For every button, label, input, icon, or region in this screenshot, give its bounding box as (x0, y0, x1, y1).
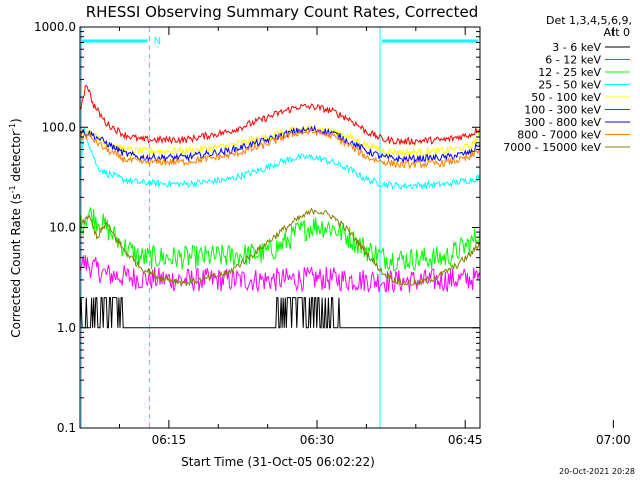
y-tick-label-3: 100.0 (42, 120, 76, 134)
legend-label-0: 3 - 6 keV (552, 41, 601, 54)
y-axis-label-part3: ) (9, 118, 23, 123)
y-axis-label-sup2: -1 (8, 123, 17, 131)
series-line-7 (79, 128, 481, 170)
x-tick-label-2: 06:45 (448, 433, 483, 447)
series-line-3 (79, 127, 481, 191)
y-axis-label: Corrected Count Rate (s-1 detector-1) (8, 118, 23, 337)
y-tick-label-2: 10.0 (49, 221, 76, 235)
y-axis-label-sup1: -1 (8, 185, 17, 193)
legend-label-8: 7000 - 15000 keV (503, 141, 601, 154)
legend-label-2: 12 - 25 keV (538, 66, 601, 79)
y-axis-label-part2: detector (9, 131, 23, 186)
x-tick-label-0: 06:15 (152, 433, 187, 447)
legend-label-5: 100 - 300 keV (524, 104, 601, 117)
series-line-2 (79, 207, 481, 272)
y-axis-label-part1: Corrected Count Rate (s (9, 193, 23, 337)
night-bar-label: N (154, 36, 161, 47)
y-tick-label-0: 0.1 (57, 421, 76, 435)
series-line-0 (79, 297, 480, 329)
plot-area: N (79, 26, 481, 429)
legend-label-1: 6 - 12 keV (545, 54, 601, 67)
series-layer (79, 84, 481, 329)
series-line-5 (79, 84, 481, 146)
footer-timestamp: 20-Oct-2021 20:28 (559, 467, 635, 476)
x-tick-label-1: 06:30 (300, 433, 335, 447)
y-axis: 0.1 1.0 10.0 100.0 1000.0 (34, 20, 480, 435)
x-axis-label: Start Time (31-Oct-05 06:02:22) (181, 455, 375, 469)
y-tick-label-1: 1.0 (57, 321, 76, 335)
legend-label-7: 800 - 7000 keV (517, 129, 601, 142)
legend-label-4: 50 - 100 keV (531, 91, 601, 104)
chart-title: RHESSI Observing Summary Count Rates, Co… (86, 3, 479, 21)
series-line-4 (79, 124, 481, 158)
legend-header-line2: Att 0 (604, 26, 630, 39)
legend-label-6: 300 - 800 keV (524, 116, 601, 129)
y-tick-label-4: 1000.0 (34, 20, 76, 34)
series-line-1 (79, 254, 481, 294)
x-tick-label-3: 07:00 (596, 433, 631, 447)
series-line-8 (79, 207, 481, 288)
legend-label-3: 25 - 50 keV (538, 79, 601, 92)
legend-header-line1: Det 1,3,4,5,6,9, (546, 14, 632, 27)
